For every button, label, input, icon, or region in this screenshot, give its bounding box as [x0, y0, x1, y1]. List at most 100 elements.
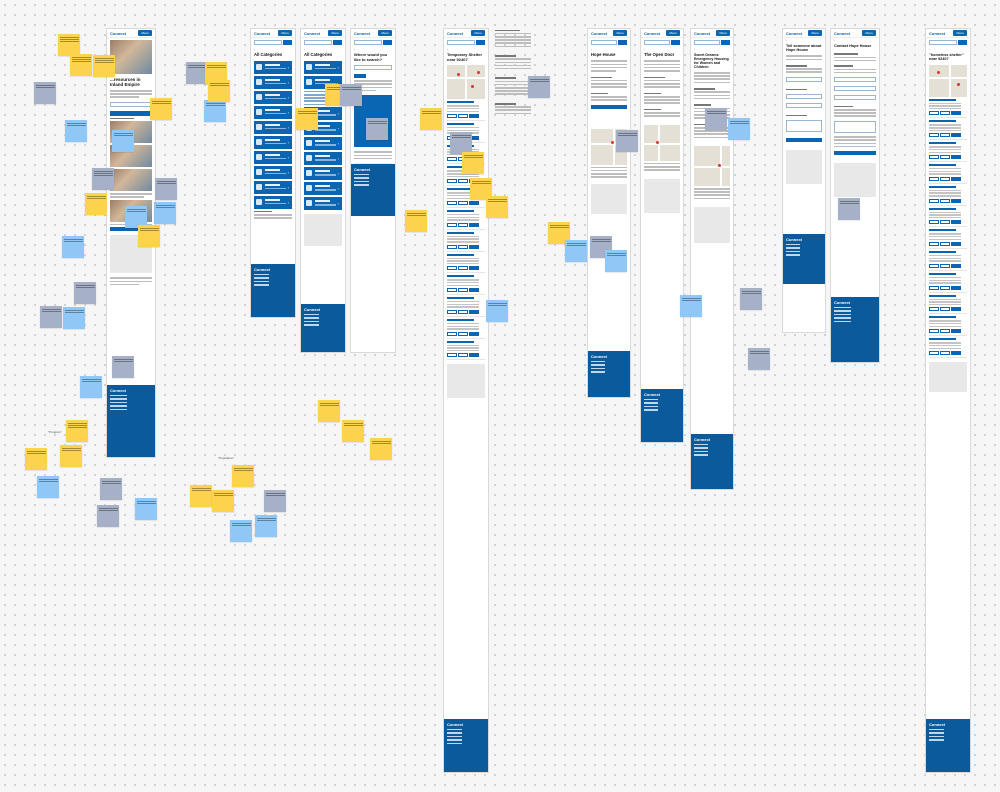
see-all-button[interactable] — [110, 227, 152, 232]
sticky-note[interactable] — [616, 130, 638, 152]
result-card[interactable] — [929, 142, 967, 163]
result-card[interactable] — [447, 210, 485, 230]
sticky-note[interactable] — [74, 282, 96, 304]
sticky-note[interactable] — [255, 515, 277, 537]
breadcrumb[interactable]: ‹ — [447, 48, 448, 51]
result-card[interactable] — [929, 164, 967, 184]
sticky-note[interactable] — [208, 80, 230, 102]
breadcrumb[interactable]: ‹ — [644, 48, 645, 51]
sticky-note[interactable] — [705, 108, 727, 130]
result-card[interactable] — [447, 275, 485, 296]
sticky-note[interactable] — [66, 420, 88, 442]
category-health[interactable]: › — [304, 137, 342, 151]
result-card[interactable] — [929, 316, 967, 337]
phone-field[interactable] — [834, 94, 876, 100]
location-map[interactable] — [694, 146, 730, 187]
category-food[interactable]: › — [254, 60, 292, 74]
sticky-note[interactable] — [190, 485, 212, 507]
sticky-note[interactable] — [125, 206, 147, 228]
sticky-note[interactable] — [97, 505, 119, 527]
search-input[interactable] — [110, 101, 152, 107]
menu-button[interactable]: Menu — [666, 30, 680, 36]
sticky-note[interactable] — [40, 306, 62, 328]
sticky-note[interactable] — [296, 108, 318, 130]
result-card[interactable] — [447, 231, 485, 252]
result-card[interactable] — [447, 297, 485, 317]
result-card[interactable] — [929, 272, 967, 293]
breadcrumb[interactable]: ‹ — [834, 39, 835, 42]
location-map[interactable] — [644, 124, 680, 161]
send-button[interactable] — [786, 138, 822, 143]
sticky-note[interactable] — [366, 118, 388, 140]
breadcrumb[interactable]: ‹ — [786, 39, 787, 42]
search-input[interactable] — [694, 40, 720, 45]
sticky-note[interactable] — [62, 236, 84, 258]
breadcrumb[interactable]: ‹ — [254, 48, 255, 51]
search-input[interactable] — [254, 40, 282, 45]
search-button[interactable] — [383, 40, 392, 45]
breadcrumb[interactable]: ‹ — [591, 48, 592, 51]
result-card[interactable] — [447, 318, 485, 339]
sticky-note[interactable] — [154, 202, 176, 224]
menu-button[interactable]: Menu — [328, 30, 342, 36]
search-button[interactable] — [283, 40, 292, 45]
result-card[interactable] — [447, 340, 485, 361]
search-button[interactable] — [671, 40, 680, 45]
sticky-note[interactable] — [450, 132, 472, 154]
sticky-note[interactable] — [486, 300, 508, 322]
sticky-note[interactable] — [728, 118, 750, 140]
category-health[interactable]: › — [254, 120, 292, 134]
result-card[interactable] — [929, 185, 967, 206]
sticky-note[interactable] — [34, 82, 56, 104]
sticky-note[interactable] — [186, 62, 208, 84]
sticky-note[interactable] — [212, 490, 234, 512]
search-button[interactable] — [958, 40, 967, 45]
sticky-note[interactable] — [342, 420, 364, 442]
sticky-note[interactable] — [528, 76, 550, 98]
message-field[interactable] — [786, 120, 822, 133]
breadcrumb[interactable]: ‹ — [354, 48, 355, 51]
menu-button[interactable]: Menu — [953, 30, 967, 36]
comment-field[interactable] — [834, 120, 876, 133]
result-card[interactable] — [929, 207, 967, 228]
category-money[interactable]: › — [254, 135, 292, 149]
results-map[interactable] — [929, 64, 967, 97]
sticky-note[interactable] — [112, 130, 134, 152]
sticky-note[interactable] — [838, 198, 860, 220]
search-input[interactable] — [644, 40, 670, 45]
sticky-note[interactable] — [135, 498, 157, 520]
sticky-note[interactable] — [264, 490, 286, 512]
sticky-note[interactable] — [100, 478, 122, 500]
sticky-note[interactable] — [232, 465, 254, 487]
search-button[interactable] — [476, 40, 485, 45]
text-field[interactable] — [786, 93, 822, 99]
search-input[interactable] — [447, 40, 475, 45]
category-transit[interactable]: › — [254, 105, 292, 119]
submit-button[interactable] — [834, 151, 876, 156]
result-card[interactable] — [929, 120, 967, 141]
breadcrumb[interactable]: ‹ — [929, 48, 930, 51]
sticky-note[interactable] — [70, 54, 92, 76]
directions-button[interactable] — [591, 104, 627, 109]
search-input[interactable] — [591, 40, 617, 45]
go-button[interactable] — [354, 74, 366, 79]
category-money[interactable]: › — [304, 152, 342, 166]
breadcrumb[interactable]: ‹ — [304, 48, 305, 51]
category-education[interactable]: › — [254, 165, 292, 179]
sticky-note[interactable] — [138, 225, 160, 247]
sticky-note[interactable] — [420, 108, 442, 130]
sticky-note[interactable] — [37, 476, 59, 498]
result-card[interactable] — [447, 253, 485, 274]
results-map[interactable] — [447, 65, 485, 100]
sticky-note[interactable] — [65, 120, 87, 142]
sticky-note[interactable] — [470, 178, 492, 200]
category-food[interactable]: › — [304, 60, 342, 74]
sticky-note[interactable] — [92, 168, 114, 190]
sticky-note[interactable] — [80, 376, 102, 398]
sticky-note[interactable] — [405, 210, 427, 232]
search-input[interactable] — [929, 40, 957, 45]
category-goods[interactable]: › — [254, 90, 292, 104]
sticky-note[interactable] — [63, 307, 85, 329]
breadcrumb[interactable]: ‹ — [694, 48, 695, 51]
sticky-note[interactable] — [318, 400, 340, 422]
